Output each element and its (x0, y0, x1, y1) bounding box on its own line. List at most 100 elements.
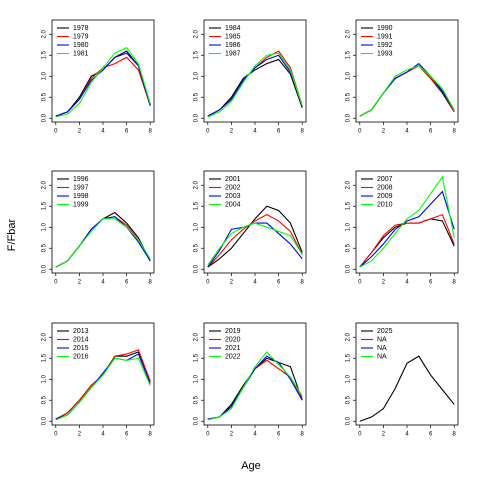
y-tick-label: 2.0 (346, 29, 352, 38)
legend-label: 2001 (225, 176, 241, 183)
series-line (207, 222, 303, 266)
x-tick-label: 0 (358, 129, 362, 135)
legend-label: 2020 (225, 336, 241, 343)
x-tick-label: 6 (125, 432, 129, 438)
y-tick-label: 0.0 (194, 113, 200, 122)
x-tick-label: 2 (230, 129, 234, 135)
y-tick-label: 1.5 (194, 50, 200, 59)
y-tick-label: 0.5 (42, 92, 48, 101)
legend-label: 2013 (73, 328, 89, 335)
plot-frame (355, 322, 459, 426)
y-tick-label: 1.0 (346, 374, 352, 383)
y-tick-label: 1.0 (194, 71, 200, 80)
series-line (55, 357, 151, 421)
series-line (207, 54, 303, 117)
legend-label: 2014 (73, 336, 89, 343)
y-tick-label: 1.5 (346, 201, 352, 210)
plot-frame (355, 19, 459, 123)
series-line (359, 65, 455, 117)
x-tick-label: 2 (78, 432, 82, 438)
legend-label: 1993 (377, 50, 393, 57)
x-tick-label: 8 (149, 280, 153, 286)
legend-label: 2022 (225, 353, 241, 360)
legend-label: NA (377, 353, 387, 360)
series-line (55, 56, 151, 117)
legend-label: 1985 (225, 33, 241, 40)
y-tick-label: 0.0 (346, 113, 352, 122)
series-line (55, 351, 151, 420)
series-line (359, 213, 455, 268)
y-tick-label: 2.0 (194, 29, 200, 38)
y-tick-label: 0.5 (194, 243, 200, 252)
x-tick-label: 2 (382, 280, 386, 286)
y-tick-label: 1.0 (42, 71, 48, 80)
legend-label: 1978 (73, 25, 89, 32)
legend-label: 2007 (377, 176, 393, 183)
x-tick-label: 4 (101, 280, 105, 286)
y-tick-label: 1.5 (194, 353, 200, 362)
y-tick-label: 0.5 (42, 243, 48, 252)
x-tick-label: 4 (405, 432, 409, 438)
x-tick-label: 0 (54, 280, 58, 286)
y-tick-label: 2.0 (42, 332, 48, 341)
series-line (55, 349, 151, 420)
x-tick-label: 4 (101, 432, 105, 438)
x-tick-label: 8 (301, 129, 305, 135)
legend-label: 1980 (73, 42, 89, 49)
series-line (207, 351, 303, 421)
legend-label: 1986 (225, 42, 241, 49)
y-tick-label: 1.0 (42, 222, 48, 231)
legend-label: 1987 (225, 50, 241, 57)
x-axis-label: Age (241, 460, 261, 472)
series-line (207, 214, 303, 268)
legend-label: 1984 (225, 25, 241, 32)
x-tick-label: 0 (206, 432, 210, 438)
legend-label: 1981 (73, 50, 89, 57)
plot-frame (203, 170, 307, 274)
legend-label: 1997 (73, 184, 89, 191)
series-line (359, 175, 455, 268)
series-line (55, 216, 151, 268)
x-tick-label: 8 (301, 280, 305, 286)
series-line (207, 50, 303, 117)
y-tick-label: 0.0 (346, 264, 352, 273)
series-line (207, 205, 303, 268)
x-tick-label: 2 (230, 432, 234, 438)
legend-label: 2016 (73, 353, 89, 360)
x-tick-label: 6 (277, 129, 281, 135)
plot-frame (203, 322, 307, 426)
x-tick-label: 0 (358, 280, 362, 286)
series-line (207, 52, 303, 118)
y-tick-label: 2.0 (194, 180, 200, 189)
legend-label: 1990 (377, 25, 393, 32)
legend-label: 1999 (73, 201, 89, 208)
x-tick-label: 8 (453, 129, 457, 135)
x-tick-label: 4 (405, 129, 409, 135)
plot-frame (51, 170, 155, 274)
y-tick-label: 0.0 (346, 416, 352, 425)
y-tick-label: 1.0 (346, 222, 352, 231)
series-line (55, 353, 151, 420)
series-line (359, 190, 455, 268)
x-tick-label: 0 (358, 432, 362, 438)
legend-label: 1991 (377, 33, 393, 40)
y-tick-label: 0.5 (346, 92, 352, 101)
y-tick-label: 2.0 (42, 29, 48, 38)
y-tick-label: 1.5 (194, 201, 200, 210)
legend-label: NA (377, 336, 387, 343)
y-tick-label: 1.0 (194, 374, 200, 383)
x-tick-label: 2 (382, 129, 386, 135)
series-line (55, 47, 151, 118)
y-tick-label: 2.0 (42, 180, 48, 189)
legend-label: 2019 (225, 328, 241, 335)
y-tick-label: 1.0 (42, 374, 48, 383)
legend-label: 1992 (377, 42, 393, 49)
y-tick-label: 0.0 (194, 416, 200, 425)
y-axis-label: F/Fbar (6, 218, 18, 251)
y-tick-label: 0.0 (42, 264, 48, 273)
x-tick-label: 0 (206, 280, 210, 286)
y-tick-label: 0.5 (346, 395, 352, 404)
x-tick-label: 2 (382, 432, 386, 438)
x-tick-label: 0 (54, 129, 58, 135)
